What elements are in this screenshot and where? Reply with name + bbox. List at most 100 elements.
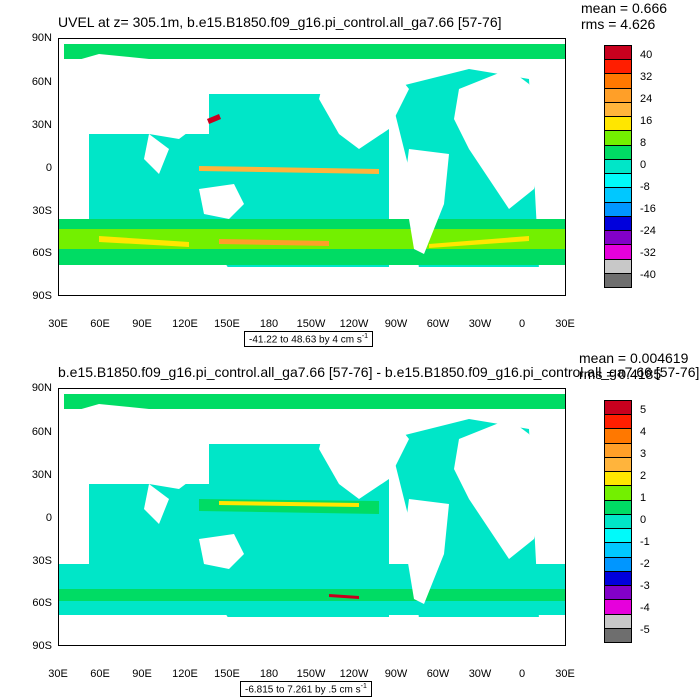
colorbar-label: -3 xyxy=(640,580,650,592)
lat-label: 30N xyxy=(31,469,52,481)
lon-label: 30E xyxy=(555,318,575,330)
lon-label: 120W xyxy=(339,318,369,330)
colorbar-label: 1 xyxy=(640,492,647,504)
colorbar-label: -4 xyxy=(640,602,650,614)
lat-label: 0 xyxy=(45,162,52,174)
colorbar-swatch xyxy=(604,570,632,587)
colorbar-label: 4 xyxy=(640,426,647,438)
colorbar-label: -32 xyxy=(640,247,656,259)
asia-landmass xyxy=(64,404,209,489)
colorbar-label: -40 xyxy=(640,269,656,281)
bottom-range-exp: -1 xyxy=(360,683,367,690)
colorbar-swatch xyxy=(604,201,632,217)
colorbar-label: -1 xyxy=(640,536,650,548)
kuroshio-jet xyxy=(207,114,221,124)
top-panel-title: UVEL at z= 305.1m, b.e15.B1850.f09_g16.p… xyxy=(58,14,502,30)
top-map-svg xyxy=(59,39,565,295)
lon-label: 180 xyxy=(259,668,279,680)
lat-label: 30N xyxy=(31,119,52,131)
lat-label: 30S xyxy=(32,555,52,567)
lat-label: 60S xyxy=(32,597,52,609)
colorbar-swatch xyxy=(604,585,632,601)
bottom-mean-stat: mean = 0.004619 xyxy=(579,350,689,366)
colorbar-swatch xyxy=(604,414,632,430)
north-america-landmass xyxy=(319,59,409,149)
colorbar-swatch xyxy=(604,59,632,75)
lat-label: 60N xyxy=(31,76,52,88)
colorbar-label: -24 xyxy=(640,225,656,237)
bottom-range-box: -6.815 to 7.261 by .5 cm s-1 xyxy=(240,681,372,698)
colorbar-label: -16 xyxy=(640,203,656,215)
colorbar-swatch xyxy=(604,528,632,544)
colorbar-label: 8 xyxy=(640,137,647,149)
acc-anomaly xyxy=(329,594,359,599)
lat-label: 90N xyxy=(31,382,52,394)
top-panel: UVEL at z= 305.1m, b.e15.B1850.f09_g16.p… xyxy=(31,0,668,348)
lat-label: 90S xyxy=(32,290,52,302)
colorbar-label: 2 xyxy=(640,470,647,482)
asia-landmass xyxy=(64,54,209,139)
lon-label: 150W xyxy=(296,668,326,680)
colorbar-swatch xyxy=(604,400,632,416)
lat-label: 90N xyxy=(31,32,52,44)
south-america-landmass xyxy=(404,499,449,604)
top-colorbar xyxy=(604,45,632,288)
colorbar-swatch xyxy=(604,130,632,146)
colorbar-swatch xyxy=(604,215,632,232)
colorbar-swatch xyxy=(604,471,632,487)
acc-hot-1 xyxy=(99,236,189,247)
colorbar-swatch xyxy=(604,485,632,501)
colorbar-swatch xyxy=(604,272,632,288)
north-america-landmass xyxy=(319,409,409,499)
lon-label: 0 xyxy=(518,668,526,680)
colorbar-swatch xyxy=(604,187,632,203)
india-landmass xyxy=(144,484,169,524)
africa-europe-landmass xyxy=(454,419,549,559)
colorbar-swatch xyxy=(604,442,632,458)
bottom-range-text: -6.815 to 7.261 by .5 cm s xyxy=(245,684,361,696)
colorbar-label: 0 xyxy=(640,514,647,526)
colorbar-swatch xyxy=(604,45,632,61)
arctic-ocean xyxy=(64,394,565,409)
colorbar-label: 24 xyxy=(640,93,653,105)
lon-label: 60W xyxy=(426,318,450,330)
lon-label: 120E xyxy=(172,668,198,680)
colorbar-swatch xyxy=(604,244,632,260)
bottom-panel-title: b.e15.B1850.f09_g16.pi_control.all_ga7.6… xyxy=(58,364,700,380)
colorbar-swatch xyxy=(604,627,632,643)
colorbar-swatch xyxy=(604,101,632,118)
lon-label: 30E xyxy=(555,668,575,680)
lon-label: 120E xyxy=(172,318,198,330)
bottom-rms-stat: rms = 0.4185 xyxy=(579,366,662,382)
colorbar-swatch xyxy=(604,73,632,89)
bottom-map-svg xyxy=(59,389,565,645)
lon-label: 150E xyxy=(214,668,240,680)
colorbar-swatch xyxy=(604,428,632,444)
lon-label: 150W xyxy=(296,318,326,330)
colorbar-label: -2 xyxy=(640,558,650,570)
south-america-landmass xyxy=(404,149,449,254)
lat-label: 60N xyxy=(31,426,52,438)
top-range-box: -41.22 to 48.63 by 4 cm s-1 xyxy=(244,331,374,348)
colorbar-label: 16 xyxy=(640,115,653,127)
colorbar-swatch xyxy=(604,456,632,473)
lat-label: 0 xyxy=(45,512,52,524)
colorbar-swatch xyxy=(604,556,632,572)
top-range-text: -41.22 to 48.63 by 4 cm s xyxy=(249,334,362,346)
africa-europe-landmass xyxy=(454,69,549,209)
colorbar-swatch xyxy=(604,258,632,274)
lon-label: 60E xyxy=(90,668,110,680)
australia-landmass xyxy=(199,184,244,219)
colorbar-swatch xyxy=(604,144,632,160)
top-mean-stat: mean = 0.666 xyxy=(581,0,668,16)
antarctica-landmass xyxy=(59,267,565,295)
colorbar-label: 5 xyxy=(640,404,647,416)
acc-hot-3 xyxy=(429,236,529,248)
colorbar-label: -5 xyxy=(640,624,650,636)
colorbar-swatch xyxy=(604,613,632,629)
lon-label: 120W xyxy=(339,668,369,680)
lon-label: 0 xyxy=(518,318,526,330)
pacific-hot-band xyxy=(219,501,359,507)
lon-label: 30E xyxy=(48,668,68,680)
lon-label: 60E xyxy=(90,318,110,330)
